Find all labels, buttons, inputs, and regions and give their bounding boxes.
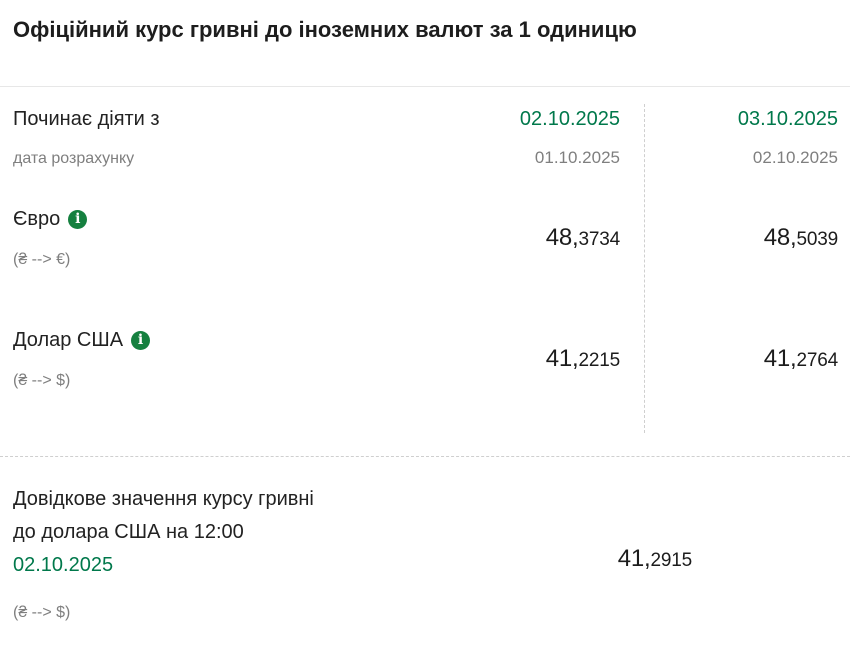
euro-rate-col2: 48,5039 (638, 223, 838, 255)
info-icon[interactable]: i (68, 209, 88, 229)
section-divider-dashed (0, 456, 850, 457)
rates-table: Починає діяти з 02.10.2025 03.10.2025 да… (0, 87, 850, 456)
currency-name: Євро (13, 208, 61, 230)
rate-dec: 5039 (796, 228, 839, 250)
currency-pair: (₴ --> €) (13, 251, 71, 268)
table-row-usd: Долар США i (₴ --> $) 41,2215 41,2764 (13, 327, 838, 392)
table-subheader-row: дата розрахунку 01.10.2025 02.10.2025 (13, 147, 838, 170)
effective-date-col2: 03.10.2025 (737, 108, 838, 130)
rate-int: 48, (763, 223, 797, 251)
effective-date-label: Починає діяти з (13, 108, 160, 130)
table-row-euro: Євро i (₴ --> €) 48,3734 48,5039 (13, 206, 838, 271)
euro-rate-col1: 48,3734 (430, 223, 638, 255)
calc-date-col1: 01.10.2025 (534, 148, 620, 167)
rate-int: 41, (545, 344, 579, 372)
calc-date-label: дата розрахунку (13, 150, 135, 167)
column-divider-dashed (644, 104, 645, 433)
header-divider (0, 86, 850, 87)
rate-dec: 3734 (578, 228, 621, 250)
page-title: Офіційний курс гривні до іноземних валют… (13, 17, 637, 42)
currency-name: Долар США (13, 329, 124, 351)
reference-rate-value: 41,2915 (618, 544, 692, 576)
rate-dec: 2764 (796, 349, 839, 371)
reference-title-line1: Довідкове значення курсу гривні (13, 488, 314, 510)
table-header-row: Починає діяти з 02.10.2025 03.10.2025 (13, 105, 838, 133)
usd-rate-col1: 41,2215 (430, 344, 638, 376)
usd-rate-col2: 41,2764 (638, 344, 838, 376)
info-icon[interactable]: i (131, 330, 151, 350)
rate-dec: 2215 (578, 349, 621, 371)
reference-date: 02.10.2025 (13, 554, 114, 576)
rate-int: 41, (617, 545, 651, 572)
euro-name-line: Євро i (13, 206, 430, 232)
rate-int: 41, (763, 344, 797, 372)
reference-title: Довідкове значення курсу гривні до долар… (13, 483, 453, 549)
reference-title-line2: до долара США на 12:00 (13, 521, 244, 543)
usd-name-line: Долар США i (13, 327, 430, 353)
euro-label-block: Євро i (₴ --> €) (13, 206, 430, 271)
calc-date-col2: 02.10.2025 (752, 148, 838, 167)
rate-int: 48, (545, 223, 579, 251)
effective-date-col1: 02.10.2025 (519, 108, 620, 130)
currency-pair: (₴ --> $) (13, 604, 71, 621)
reference-rate-section: Довідкове значення курсу гривні до долар… (0, 457, 850, 624)
usd-label-block: Долар США i (₴ --> $) (13, 327, 430, 392)
currency-pair: (₴ --> $) (13, 372, 71, 389)
rate-dec: 2915 (650, 550, 693, 571)
